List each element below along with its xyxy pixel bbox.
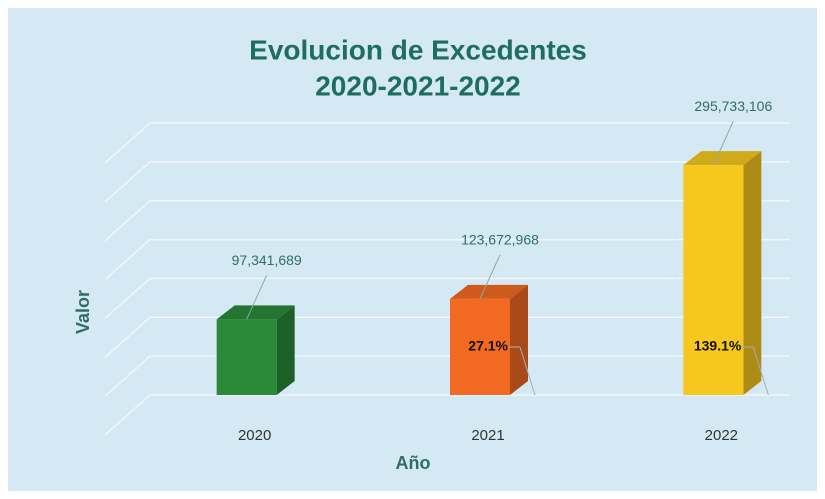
leader-line <box>712 120 734 166</box>
bar <box>216 319 277 395</box>
x-axis-label: Año <box>396 453 431 473</box>
data-label: 295,733,106 <box>694 98 772 114</box>
grid-line <box>104 161 790 203</box>
bar-top <box>216 305 295 320</box>
grid-line <box>104 316 790 358</box>
grid-line <box>104 238 790 281</box>
growth-label: 139.1% <box>694 338 742 354</box>
leader-line <box>479 254 501 300</box>
bar-side <box>510 284 528 395</box>
x-tick-label: 2020 <box>238 427 271 444</box>
chart-title: Evolucion de Excedentes <box>249 34 587 65</box>
y-axis-label: Valor <box>73 290 93 334</box>
leader-line <box>752 346 769 396</box>
grid-line <box>104 355 790 397</box>
data-label: 123,672,968 <box>461 232 539 248</box>
chart-subtitle: 2020-2021-2022 <box>315 70 521 101</box>
leader-line <box>519 346 536 396</box>
data-label: 97,341,689 <box>232 252 302 268</box>
x-tick-label: 2021 <box>471 427 504 444</box>
growth-label: 27.1% <box>468 338 508 354</box>
bar <box>450 298 510 395</box>
grid-line <box>104 199 790 242</box>
leader-line <box>246 275 268 320</box>
bar-top <box>450 284 528 299</box>
grid-line <box>104 277 790 319</box>
grid-line <box>104 122 790 164</box>
x-tick-label: 2022 <box>705 427 738 444</box>
chart-background <box>8 8 817 491</box>
bar <box>683 165 744 395</box>
grid-line <box>104 394 790 436</box>
bar-side <box>743 151 762 395</box>
bar-top <box>683 151 762 166</box>
bar-side <box>276 305 295 395</box>
